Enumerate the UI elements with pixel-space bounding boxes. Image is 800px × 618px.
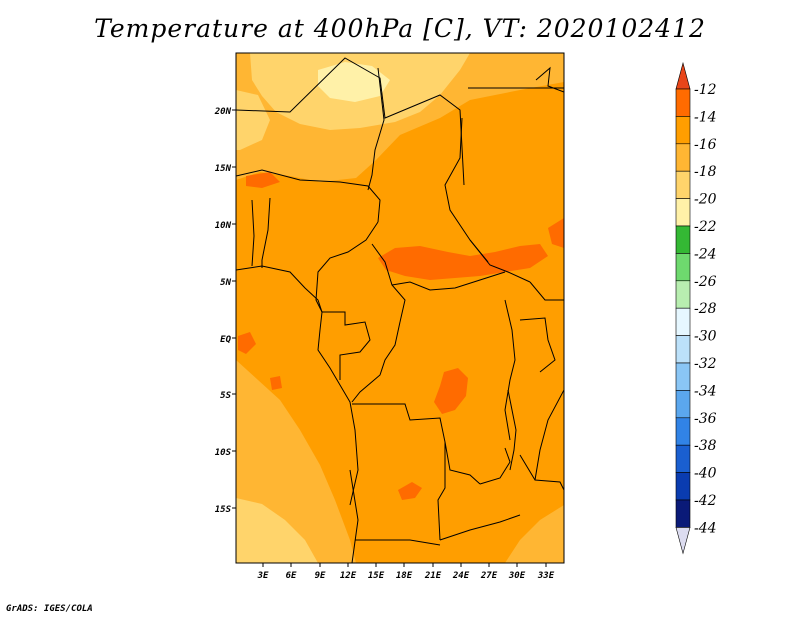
- lon-label-33e: 33E: [537, 571, 555, 581]
- border-libya-chad-niger: [236, 57, 465, 186]
- field-southeast-cool: [505, 505, 564, 563]
- field-warm-south-1: [434, 368, 468, 414]
- border-angola-south: [349, 469, 359, 563]
- colorbar-swatch: [675, 390, 691, 419]
- colorbar-label: -42: [694, 493, 717, 509]
- field-northwest-coolest: [236, 90, 270, 150]
- lon-label-30e: 30E: [508, 571, 526, 581]
- field-southwest-coolest: [236, 498, 318, 563]
- colorbar-swatch: [675, 444, 691, 473]
- longitude-axis: 3E 6E 9E 12E 15E 18E 21E 24E 27E 30E 33E: [257, 563, 555, 581]
- colorbar-label: -36: [694, 411, 717, 427]
- colorbar-swatch: [675, 417, 691, 446]
- field-warm-west: [238, 332, 256, 354]
- border-angola-zambia: [437, 442, 446, 541]
- lat-label-10n: 10N: [215, 221, 232, 231]
- lon-label-21e: 21E: [424, 571, 442, 581]
- colorbar-swatch: [675, 143, 691, 172]
- border-congo-drc: [351, 321, 401, 403]
- border-drc-east: [504, 299, 516, 441]
- field-warm-southwest-dot: [270, 376, 282, 390]
- colorbar-label: -44: [694, 520, 717, 536]
- colorbar-bottom-triangle: [675, 527, 691, 555]
- colorbar-swatch: [675, 88, 691, 117]
- colorbar-label: -16: [694, 137, 717, 153]
- lat-label-5n: 5N: [220, 278, 231, 288]
- border-uganda-kenya: [519, 317, 556, 373]
- colorbar-swatch: [675, 198, 691, 227]
- colorbar-top-triangle: [675, 61, 691, 90]
- lat-label-10s: 10S: [215, 448, 232, 458]
- border-red-sea: [535, 66, 564, 93]
- colorbar-swatch: [675, 362, 691, 391]
- border-coastline: [236, 265, 359, 506]
- field-warm-northwest: [246, 172, 280, 188]
- border-zambia-drc: [479, 447, 511, 485]
- border-togo-benin: [251, 199, 255, 267]
- lon-label-18e: 18E: [396, 571, 413, 581]
- border-nigeria-north: [236, 169, 381, 223]
- colorbar-label: -32: [694, 356, 717, 372]
- colorbar-swatch: [675, 499, 691, 528]
- field-warm-east: [548, 218, 564, 248]
- colorbar-label: -18: [694, 164, 717, 180]
- border-angola-namibia: [355, 539, 441, 546]
- colorbar-label: -40: [694, 466, 717, 482]
- colorbar-label: -34: [694, 383, 717, 399]
- border-gabon-congo: [322, 311, 371, 380]
- lon-label-27e: 27E: [480, 571, 498, 581]
- colorbar-label: -24: [694, 246, 717, 262]
- border-south-sudan-east: [529, 281, 564, 301]
- border-nigeria-cameroon: [315, 221, 379, 313]
- field-warm-south-2: [398, 482, 422, 500]
- lat-label-20n: 20N: [214, 107, 232, 117]
- border-car-sudan: [469, 239, 531, 283]
- lat-label-eq: EQ: [220, 335, 231, 345]
- colorbar-label: -12: [694, 82, 717, 98]
- colorbar-swatch: [675, 253, 691, 282]
- colorbar-legend: -12 -14 -16 -18 -20 -22 -24 -26 -28 -30 -32 -34 -36 -…: [675, 61, 717, 555]
- lon-label-24e: 24E: [452, 571, 470, 581]
- grads-credit: GrADS: IGES/COLA: [6, 604, 93, 614]
- colorbar-label: -14: [694, 109, 717, 125]
- temperature-field: [236, 53, 564, 563]
- colorbar-label: -20: [694, 192, 717, 208]
- colorbar-label: -28: [694, 301, 717, 317]
- border-drc-angola: [352, 403, 481, 485]
- latitude-axis: 20N 15N 10N 5N EQ 5S 10S 15S: [214, 107, 236, 515]
- lon-label-12e: 12E: [340, 571, 357, 581]
- colorbar-label: -26: [694, 274, 717, 290]
- country-borders: [236, 57, 564, 563]
- colorbar-swatch: [675, 280, 691, 309]
- lon-label-3e: 3E: [257, 571, 269, 581]
- border-zambia-south: [439, 514, 521, 541]
- border-benin-nigeria: [261, 197, 271, 268]
- field-north-pale: [318, 62, 390, 102]
- lat-label-5s: 5S: [220, 391, 231, 401]
- colorbar-label: -30: [694, 329, 717, 345]
- lon-label-6e: 6E: [286, 571, 297, 581]
- lat-label-15s: 15S: [215, 505, 232, 515]
- lon-label-9e: 9E: [315, 571, 326, 581]
- colorbar-label: -22: [694, 219, 717, 235]
- border-tanzania-mozambique: [519, 454, 564, 491]
- colorbar-swatch: [675, 307, 691, 336]
- colorbar-swatch: [675, 472, 691, 501]
- colorbar-swatch: [675, 225, 691, 254]
- border-car-south: [391, 271, 506, 291]
- border-niger-chad: [367, 67, 385, 191]
- border-coastline-east: [534, 389, 564, 481]
- colorbar-swatch: [675, 335, 691, 364]
- lon-label-15e: 15E: [368, 571, 385, 581]
- chart-title: Temperature at 400hPa [C], VT: 202010241…: [94, 14, 706, 43]
- border-nile-lakes: [507, 389, 517, 471]
- colorbar-label: -38: [694, 438, 717, 454]
- colorbar-swatch: [675, 116, 691, 145]
- lat-label-15n: 15N: [215, 164, 232, 174]
- map-frame: [235, 52, 565, 564]
- colorbar-swatch: [675, 170, 691, 199]
